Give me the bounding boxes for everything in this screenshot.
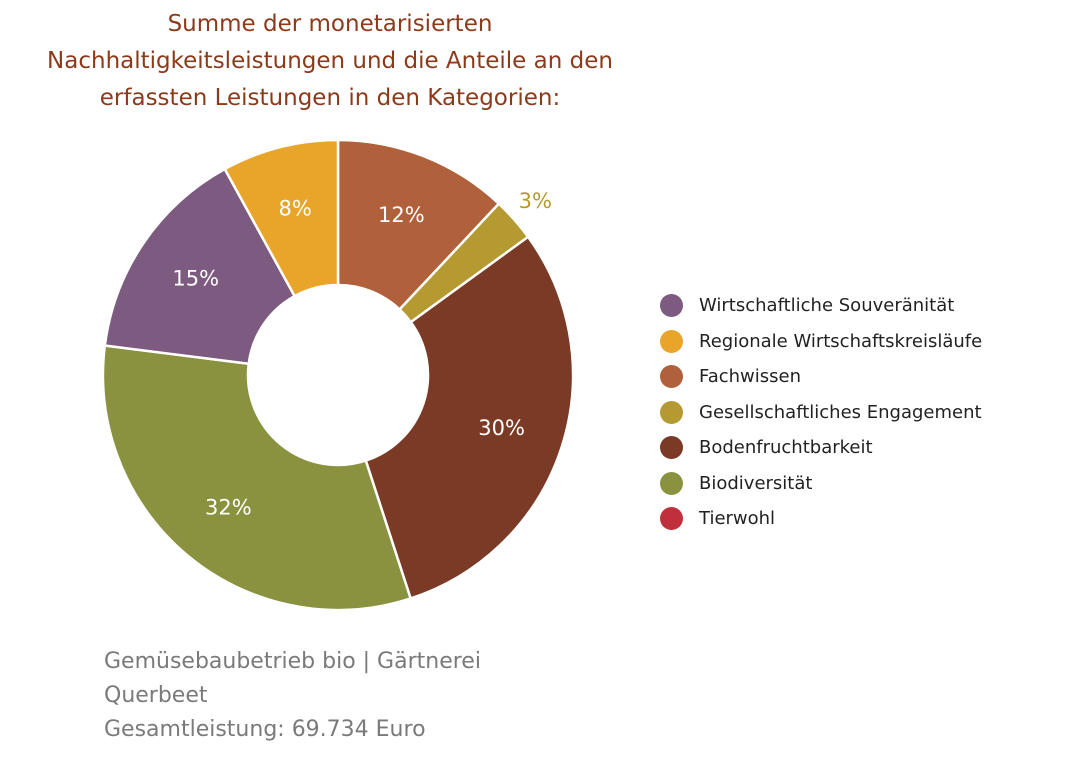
legend-label: Biodiversität [699,472,813,494]
legend-swatch-icon [660,400,683,424]
legend-item: Gesellschaftliches Engagement [660,395,982,431]
footer-line-name: Querbeet [104,683,208,708]
legend-swatch-icon [660,436,683,460]
legend-label: Regionale Wirtschaftskreisläufe [699,330,983,352]
title-line: Summe der monetarisierten [167,11,493,37]
data-label: 8% [279,196,312,220]
slice-wirtschaftliche-souveränität [103,167,297,366]
legend-label: Tierwohl [699,508,776,530]
donut-chart: 12% 3% 30% 32% 15% 8% [101,138,575,612]
footer-line-total: Gesamtleistung: 69.734 Euro [104,717,426,742]
slice-biodiversität [101,344,413,612]
legend-swatch-icon [660,294,683,318]
legend-item: Biodiversität [660,466,982,502]
legend-label: Wirtschaftliche Souveränität [699,295,955,317]
chart-title: Summe der monetarisierten Nachhaltigkeit… [0,6,660,117]
slice-bodenfruchtbarkeit [364,235,575,601]
legend-item: Tierwohl [660,501,982,537]
footer-line-farm: Gemüsebaubetrieb bio | Gärtnerei [104,649,481,674]
legend-label: Bodenfruchtbarkeit [699,437,873,459]
legend-item: Regionale Wirtschaftskreisläufe [660,324,982,360]
footer-caption: Gemüsebaubetrieb bio | Gärtnerei Querbee… [104,645,481,747]
legend-item: Bodenfruchtbarkeit [660,430,982,466]
data-label: 30% [478,416,525,440]
legend-item: Wirtschaftliche Souveränität [660,288,982,324]
title-line: Nachhaltigkeitsleistungen und die Anteil… [47,48,613,74]
slice-fachwissen [336,138,501,312]
legend-swatch-icon [660,329,683,353]
legend-swatch-icon [660,471,683,495]
data-label: 32% [205,496,252,520]
data-label: 3% [519,189,552,213]
legend-label: Fachwissen [699,366,801,388]
data-label: 15% [172,266,219,290]
legend-label: Gesellschaftliches Engagement [699,401,982,423]
slice-regionale-wirtschaftskreisläufe [223,138,340,298]
legend: Wirtschaftliche Souveränität Regionale Wi… [660,288,982,537]
legend-swatch-icon [660,365,683,389]
legend-swatch-icon [660,507,683,531]
legend-item: Fachwissen [660,359,982,395]
title-line: erfassten Leistungen in den Kategorien: [99,85,561,111]
data-label: 12% [378,203,425,227]
